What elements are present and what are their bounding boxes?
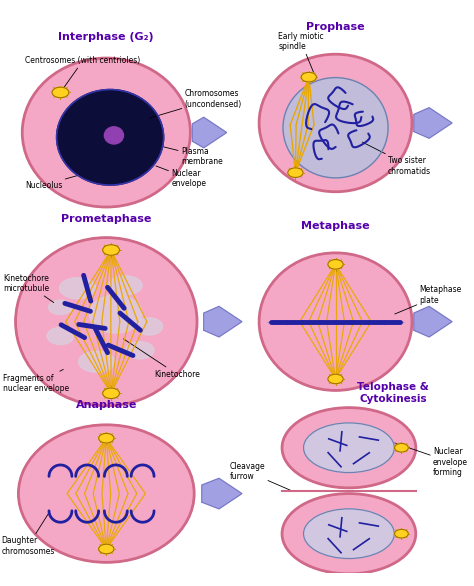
Text: Cleavage
furrow: Cleavage furrow	[229, 462, 292, 490]
Text: Nuclear
envelope
forming: Nuclear envelope forming	[395, 443, 468, 477]
Text: Kinetochore: Kinetochore	[124, 339, 200, 379]
Text: Metaphase: Metaphase	[301, 221, 370, 231]
Ellipse shape	[394, 529, 408, 538]
Text: Nucleolus: Nucleolus	[25, 176, 78, 189]
Ellipse shape	[103, 245, 119, 255]
Text: Chromosomes
(uncondensed): Chromosomes (uncondensed)	[149, 90, 242, 118]
Ellipse shape	[259, 54, 412, 192]
Text: Nuclear
envelope: Nuclear envelope	[156, 166, 206, 188]
Ellipse shape	[47, 328, 74, 345]
Ellipse shape	[259, 253, 412, 390]
Ellipse shape	[99, 434, 114, 443]
Ellipse shape	[60, 278, 96, 299]
Ellipse shape	[259, 54, 412, 192]
Text: Interphase (G₂): Interphase (G₂)	[58, 32, 154, 42]
Polygon shape	[202, 478, 242, 509]
Ellipse shape	[103, 388, 119, 398]
Polygon shape	[414, 108, 452, 138]
Ellipse shape	[16, 237, 197, 406]
Ellipse shape	[303, 423, 394, 472]
Ellipse shape	[136, 318, 163, 335]
Ellipse shape	[394, 444, 408, 452]
Text: Telophase &
Cytokinesis: Telophase & Cytokinesis	[357, 383, 428, 404]
Ellipse shape	[328, 374, 343, 384]
Ellipse shape	[18, 425, 194, 563]
Text: Daughter
chromosomes: Daughter chromosomes	[1, 513, 55, 556]
Ellipse shape	[18, 425, 194, 563]
Polygon shape	[204, 306, 242, 337]
Ellipse shape	[22, 58, 191, 207]
Ellipse shape	[303, 509, 394, 558]
Text: Centrosomes (with centrioles): Centrosomes (with centrioles)	[25, 56, 140, 93]
Text: Fragments of
nuclear envelope: Fragments of nuclear envelope	[3, 369, 69, 393]
Ellipse shape	[283, 77, 388, 178]
Ellipse shape	[282, 408, 416, 488]
Ellipse shape	[282, 493, 416, 574]
Text: Prometaphase: Prometaphase	[61, 214, 152, 224]
Ellipse shape	[104, 127, 124, 144]
Text: Plasma
membrane: Plasma membrane	[164, 146, 223, 166]
Ellipse shape	[56, 90, 164, 185]
Ellipse shape	[90, 295, 142, 333]
Text: Prophase: Prophase	[306, 22, 365, 32]
Ellipse shape	[52, 87, 69, 98]
Ellipse shape	[16, 237, 197, 406]
Polygon shape	[192, 117, 227, 148]
Ellipse shape	[48, 300, 73, 315]
Ellipse shape	[109, 276, 142, 295]
Ellipse shape	[282, 493, 416, 574]
Ellipse shape	[99, 544, 114, 554]
Ellipse shape	[126, 342, 154, 359]
Text: Anaphase: Anaphase	[76, 400, 137, 410]
Text: Two sister
chromatids: Two sister chromatids	[362, 142, 431, 176]
Polygon shape	[414, 306, 452, 337]
Text: Kinetochore
microtubule: Kinetochore microtubule	[3, 274, 54, 302]
Ellipse shape	[22, 58, 191, 207]
Text: Early miotic
spindle: Early miotic spindle	[278, 32, 324, 72]
Ellipse shape	[301, 72, 317, 82]
Ellipse shape	[328, 260, 343, 269]
Text: Metaphase
plate: Metaphase plate	[395, 285, 462, 314]
Ellipse shape	[282, 408, 416, 488]
Ellipse shape	[259, 253, 412, 390]
Ellipse shape	[79, 351, 115, 372]
Ellipse shape	[288, 168, 303, 178]
